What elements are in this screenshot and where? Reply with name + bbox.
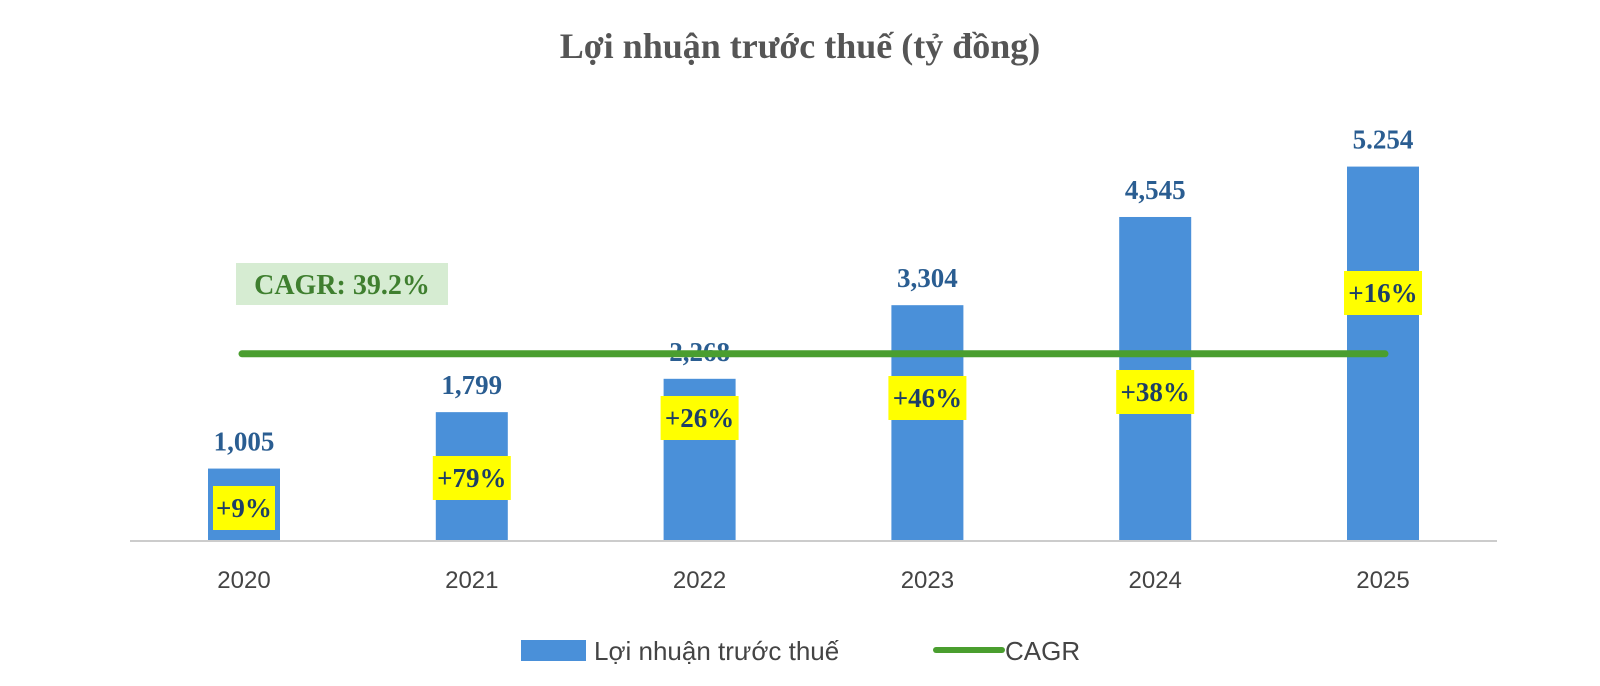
growth-label-2024: +38% [1121, 377, 1190, 407]
value-label-2023: 3,304 [897, 263, 958, 293]
growth-label-2021: +79% [437, 463, 506, 493]
growth-label-bg-2020 [213, 486, 275, 530]
x-tick-2023: 2023 [901, 567, 954, 594]
cagr-annotation-bg [236, 263, 448, 305]
legend: Lợi nhuận trước thuế CAGR [521, 636, 1080, 666]
x-tick-2025: 2025 [1356, 567, 1409, 594]
value-label-2025: 5.254 [1353, 125, 1414, 155]
growth-label-2025: +16% [1348, 278, 1417, 308]
cagr-annotation: CAGR: 39.2% [236, 263, 448, 305]
x-tick-2024: 2024 [1129, 567, 1182, 594]
x-tick-2022: 2022 [673, 567, 726, 594]
legend-label-profit: Lợi nhuận trước thuế [594, 636, 840, 666]
legend-label-cagr: CAGR [1005, 636, 1080, 666]
growth-label-bg-2021 [432, 456, 511, 500]
growth-label-2022: +26% [665, 403, 734, 433]
value-label-2021: 1,799 [441, 370, 502, 400]
chart-title: Lợi nhuận trước thuế (tỷ đồng) [560, 26, 1041, 66]
x-tick-2021: 2021 [445, 567, 498, 594]
bar-2023 [891, 305, 964, 540]
growth-label-bg-2022 [660, 396, 739, 440]
value-label-2024: 4,545 [1125, 175, 1186, 205]
growth-label-bg-2024 [1116, 370, 1195, 414]
x-tick-2020: 2020 [217, 567, 270, 594]
growth-label-2020: +9% [216, 493, 272, 523]
growth-label-2023: +46% [893, 383, 962, 413]
legend-swatch-profit [521, 640, 586, 661]
growth-label-bg-2023 [888, 376, 967, 420]
growth-label-bg-2025 [1344, 271, 1422, 315]
value-label-2020: 1,005 [214, 427, 275, 457]
cagr-annotation-text: CAGR: 39.2% [254, 270, 430, 301]
